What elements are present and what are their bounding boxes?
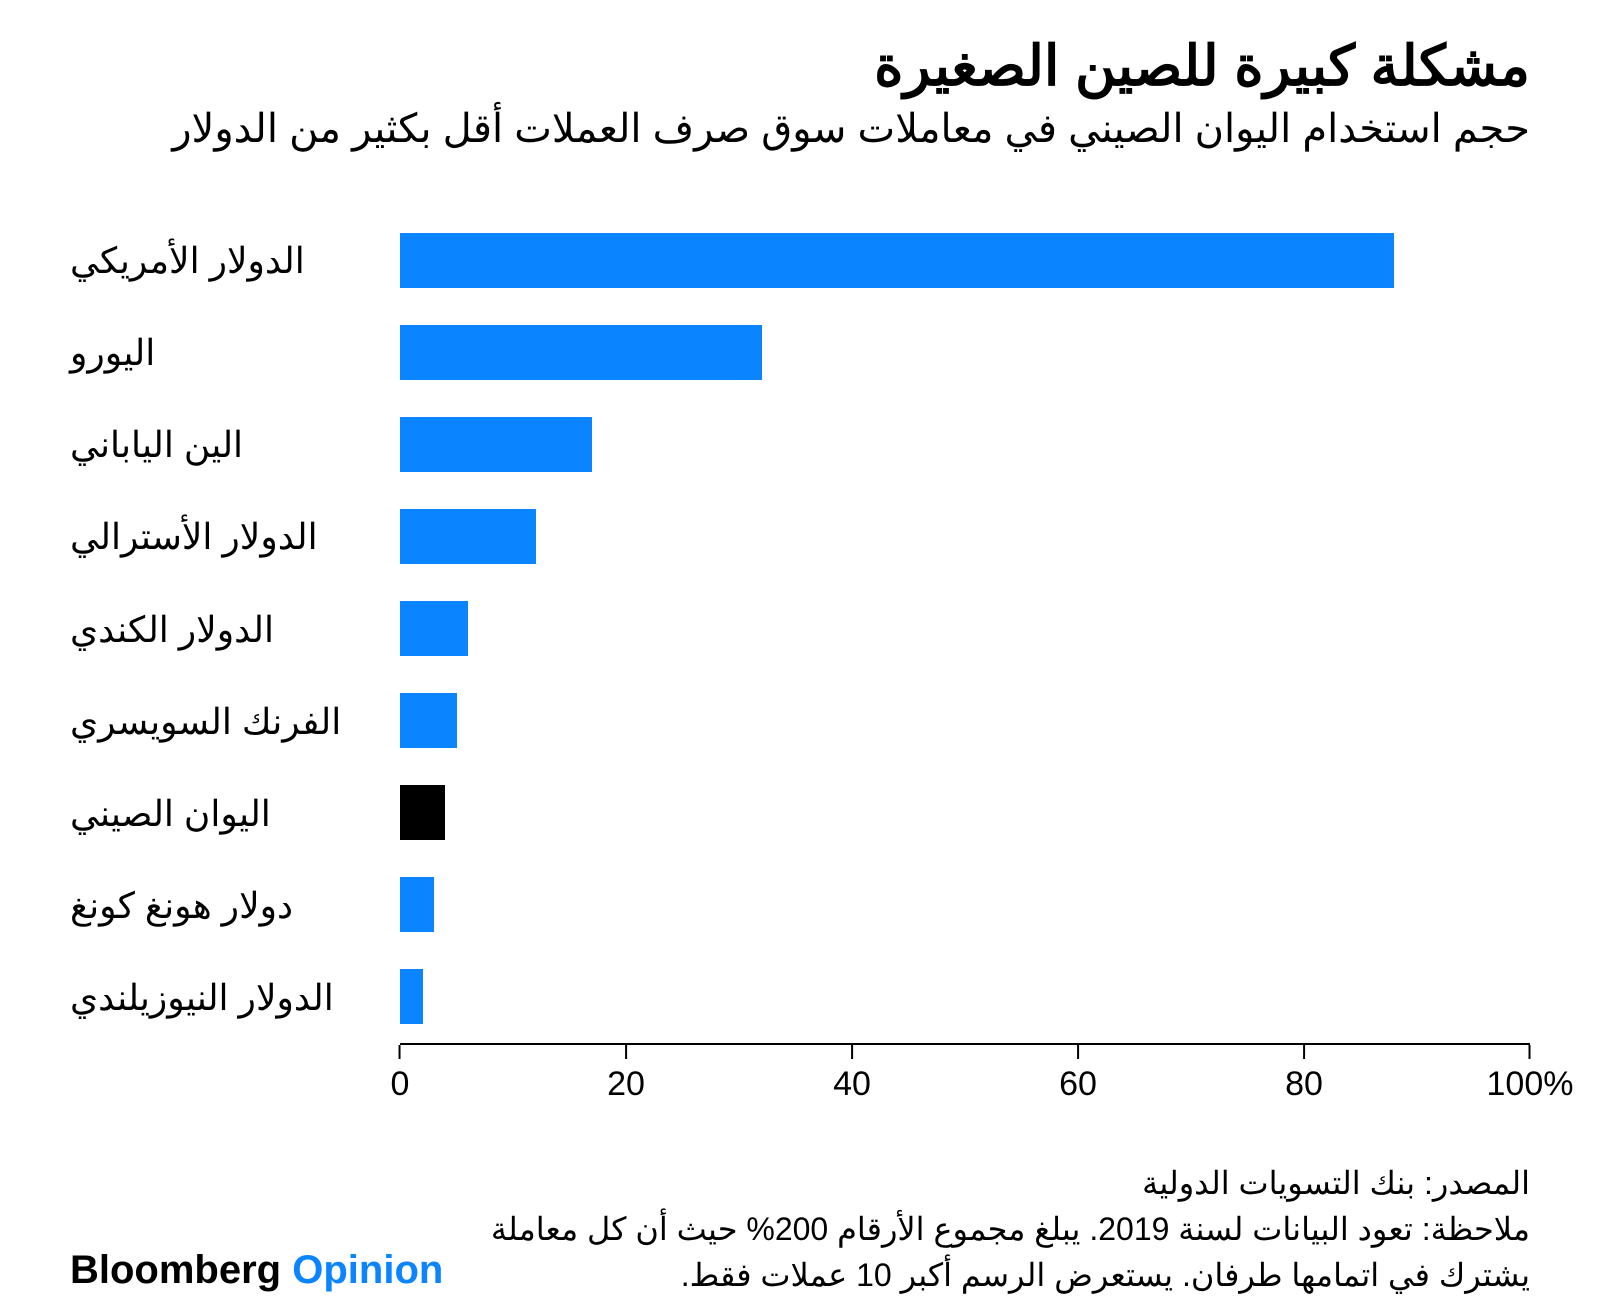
x-tick: 40 <box>833 1045 871 1104</box>
y-axis-labels: الدولار الأمريكياليوروالين اليابانيالدول… <box>70 215 400 1045</box>
y-axis-label: الين الياباني <box>70 399 400 491</box>
plot-area <box>400 215 1530 1045</box>
brand-logo: Bloomberg Opinion <box>70 1248 443 1299</box>
x-tick-label: 40 <box>833 1065 871 1104</box>
chart-subtitle: حجم استخدام اليوان الصيني في معاملات سوق… <box>70 103 1530 155</box>
bar-row <box>400 767 1530 859</box>
x-axis: 020406080100% <box>400 1045 1530 1105</box>
bar-row <box>400 859 1530 951</box>
x-tick: 80 <box>1285 1045 1323 1104</box>
x-tick-mark <box>1529 1045 1531 1059</box>
y-axis-label: الفرنك السويسري <box>70 676 400 768</box>
x-tick-mark <box>1077 1045 1079 1059</box>
bar-row <box>400 307 1530 399</box>
x-tick-label: 80 <box>1285 1065 1323 1104</box>
y-axis-label: الدولار الأسترالي <box>70 491 400 583</box>
logo-secondary: Opinion <box>292 1248 443 1292</box>
bar-row <box>400 399 1530 491</box>
x-tick-label: 60 <box>1059 1065 1097 1104</box>
x-tick: 0 <box>391 1045 410 1104</box>
bar-row <box>400 583 1530 675</box>
bar-row <box>400 951 1530 1043</box>
bar <box>400 509 536 564</box>
chart-area: الدولار الأمريكياليوروالين اليابانيالدول… <box>70 215 1530 1045</box>
chart-footer: المصدر: بنك التسويات الدولية ملاحظة: تعو… <box>70 1160 1530 1299</box>
bar <box>400 969 423 1024</box>
source-text: بنك التسويات الدولية <box>1142 1165 1415 1201</box>
y-axis-label: الدولار الأمريكي <box>70 215 400 307</box>
x-tick: 60 <box>1059 1045 1097 1104</box>
y-axis-label: الدولار النيوزيلندي <box>70 952 400 1044</box>
x-tick-mark <box>399 1045 401 1059</box>
x-tick-mark <box>1303 1045 1305 1059</box>
y-axis-label: الدولار الكندي <box>70 583 400 675</box>
x-tick-label: 20 <box>607 1065 645 1104</box>
bar <box>400 601 468 656</box>
y-axis-label: اليوان الصيني <box>70 768 400 860</box>
x-tick-mark <box>625 1045 627 1059</box>
logo-primary: Bloomberg <box>70 1248 281 1292</box>
chart-title: مشكلة كبيرة للصين الصغيرة <box>70 35 1530 97</box>
x-tick: 100% <box>1487 1045 1574 1104</box>
source-label: المصدر: <box>1424 1165 1530 1201</box>
bar-row <box>400 675 1530 767</box>
bar <box>400 233 1394 288</box>
bar-row <box>400 215 1530 307</box>
bar <box>400 693 457 748</box>
note-text: تعود البيانات لسنة 2019. يبلغ مجموع الأر… <box>491 1211 1530 1293</box>
bar <box>400 877 434 932</box>
x-tick-mark <box>851 1045 853 1059</box>
bar-row <box>400 491 1530 583</box>
y-axis-label: اليورو <box>70 307 400 399</box>
bar <box>400 785 445 840</box>
bar <box>400 417 592 472</box>
x-tick-label: 100% <box>1487 1065 1574 1104</box>
y-axis-label: دولار هونغ كونغ <box>70 860 400 952</box>
bar <box>400 325 762 380</box>
bars-container <box>400 215 1530 1043</box>
x-tick: 20 <box>607 1045 645 1104</box>
x-tick-label: 0 <box>391 1065 410 1104</box>
footer-text: المصدر: بنك التسويات الدولية ملاحظة: تعو… <box>443 1160 1530 1299</box>
note-label: ملاحظة: <box>1422 1211 1530 1247</box>
